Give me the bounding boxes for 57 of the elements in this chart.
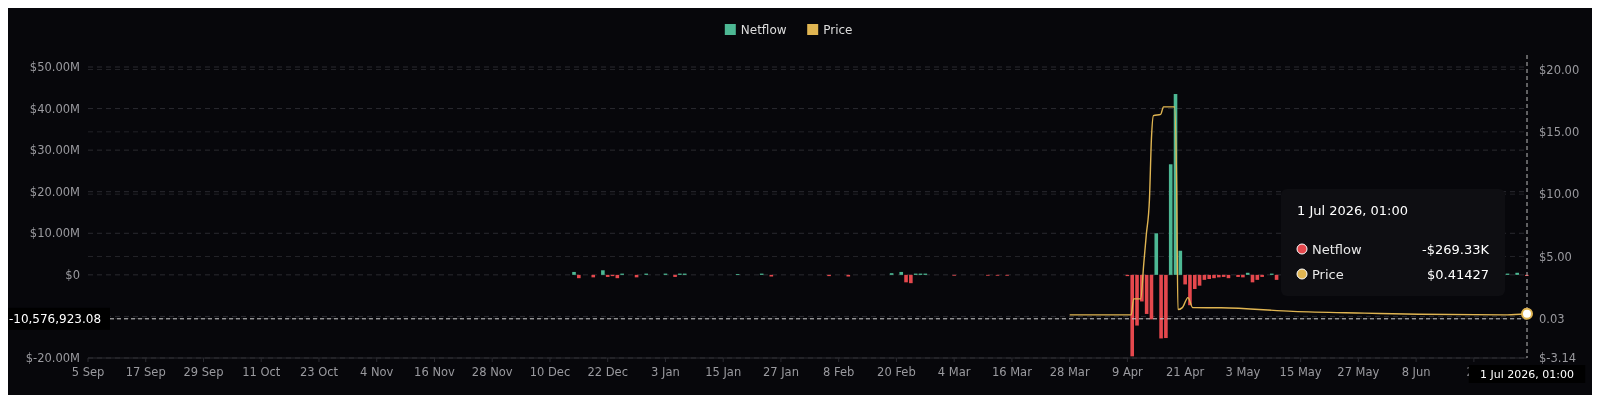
bar (1260, 274, 1264, 277)
x-tick-label: 4 Mar (937, 365, 971, 379)
bar (577, 274, 581, 279)
x-tick-label: 28 Nov (471, 365, 513, 379)
x-tick-label: 11 Oct (242, 365, 281, 379)
bar (601, 270, 605, 275)
x-tick-label: 3 Jan (651, 365, 680, 379)
x-tick-label: 4 Nov (360, 365, 394, 379)
bar (1154, 233, 1159, 275)
bar (1245, 272, 1250, 275)
x-tick-label: 16 Nov (414, 365, 456, 379)
bar (605, 274, 610, 277)
x-tick-label: 8 Feb (823, 365, 855, 379)
y-tick-label: $50.00M (29, 60, 80, 75)
x-tick-label: 15 May (1279, 365, 1322, 379)
ref-line-label: 1 Jul 2026, 01:00 (1480, 368, 1574, 381)
bar (899, 271, 904, 275)
x-tick-label: 10 Dec (529, 365, 571, 379)
x-tick-label: 16 Mar (991, 365, 1033, 379)
y-tick-label: $40.00M (29, 101, 80, 116)
bar (673, 274, 677, 277)
y-tick-label: $30.00M (29, 143, 80, 158)
bar (1130, 274, 1135, 357)
y-tick-label: $-20.00M (25, 351, 80, 366)
y-tick-label: $0 (65, 267, 80, 282)
annotation: Netflow (1312, 242, 1362, 257)
x-tick-label: 20 Feb (877, 365, 916, 379)
x-tick-label: 5 Sep (71, 365, 105, 379)
x-tick-label: 29 Sep (183, 365, 224, 379)
y-tick-label: $10.00M (29, 226, 80, 241)
y2-tick-label: $20.00 (1539, 62, 1580, 77)
x-tick-label: 15 Jan (705, 365, 742, 379)
annotation: -$269.33K (1422, 242, 1490, 257)
x-tick-label: 17 Sep (125, 365, 166, 379)
x-tick-label: 3 May (1225, 365, 1261, 379)
annotation: 1 Jul 2026, 01:00 (1297, 203, 1409, 218)
x-tick-label: 27 Jan (762, 365, 799, 379)
x-tick-label: 8 Jun (1401, 365, 1431, 379)
y2-tick-label: $15.00 (1539, 124, 1580, 139)
x-tick-label: 9 Apr (1111, 365, 1144, 379)
legend-label: Price (823, 23, 853, 37)
y2-tick-label: $10.00 (1539, 187, 1580, 202)
annotation: Price (1312, 267, 1344, 282)
y2-tick-label: $-3.14 (1539, 351, 1577, 366)
ref-line-label: -10,576,923.08 (8, 312, 102, 327)
x-tick-label: 22 Dec (587, 365, 628, 379)
y2-tick-label: 0.03 (1539, 311, 1565, 326)
y2-tick-label: $5.00 (1539, 249, 1572, 264)
legend-label: Netflow (740, 23, 787, 37)
y-tick-label: $20.00M (29, 184, 80, 199)
annotation: $0.41427 (1426, 267, 1489, 282)
bar (572, 271, 576, 275)
x-tick-label: 21 Apr (1166, 365, 1205, 379)
bar (1515, 272, 1519, 275)
x-tick-label: 23 Oct (299, 365, 339, 379)
x-tick-label: 28 Mar (1049, 365, 1090, 379)
x-tick-label: 27 May (1337, 365, 1380, 379)
